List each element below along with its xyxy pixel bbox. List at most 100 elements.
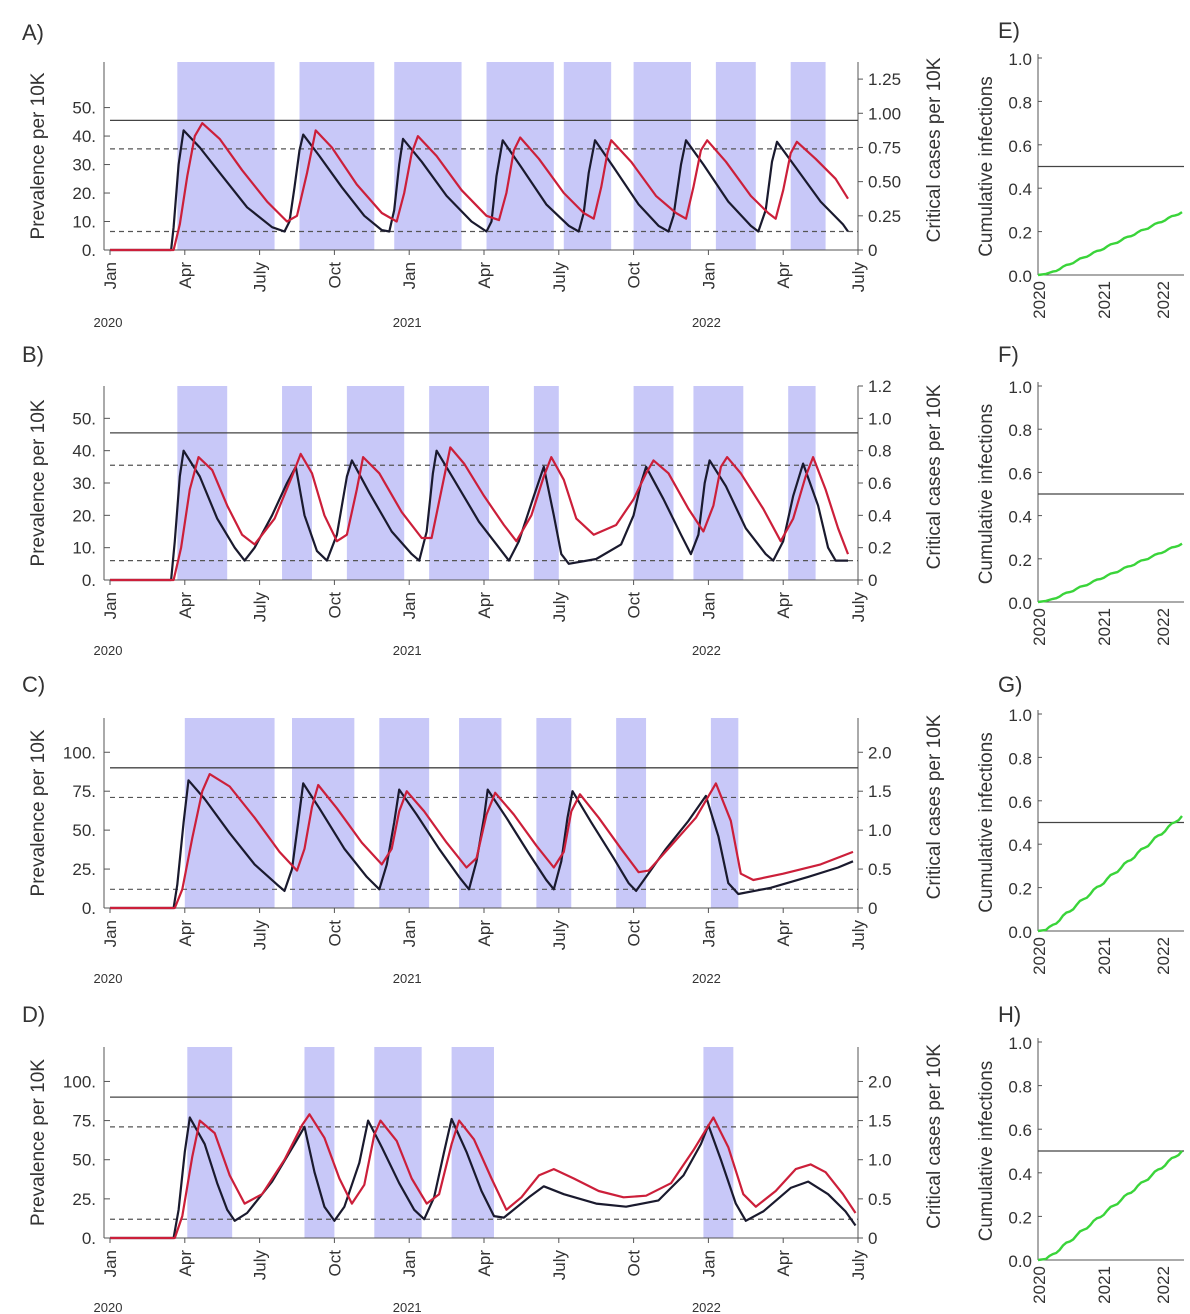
chart-panel-a: 0. 10. 20. 30. 40. 50. 0 0.25 0.50 0.75 1.00 1.25 Ja… (22, 20, 945, 330)
intervention-band (184, 718, 275, 908)
intervention-band (486, 62, 554, 250)
y2-tick-label: 1.5 (868, 782, 892, 801)
y-tick-label: 50. (72, 821, 96, 840)
y-axis-title: Prevalence per 10K (28, 1059, 49, 1226)
y2-tick-label: 1.2 (868, 377, 892, 396)
x-tick-label: Apr (774, 262, 793, 289)
x-tick-label: July (849, 592, 868, 623)
y2-tick-label: 1.0 (868, 821, 892, 840)
y2-tick-label: 1.00 (868, 104, 901, 123)
x-tick-label: July (251, 920, 270, 951)
side-y-axis-title: Cumulative infections (976, 76, 997, 257)
y-tick-label: 0. (82, 571, 96, 590)
intervention-band (346, 386, 405, 580)
y-tick-label: 10. (72, 539, 96, 558)
intervention-band (563, 62, 612, 250)
y2-tick-label: 0 (868, 899, 877, 918)
y2-tick-label: 0 (868, 571, 877, 590)
x-tick-label: Apr (475, 262, 494, 289)
side-x-tick-label: 2020 (1030, 1266, 1049, 1304)
intervention-band (616, 718, 647, 908)
panel-label: A) (22, 20, 44, 45)
x-tick-label: Jan (699, 1250, 718, 1277)
y-tick-label: 30. (72, 156, 96, 175)
series-line-red (110, 122, 849, 252)
intervention-band (394, 62, 462, 250)
y-tick-label: 75. (72, 782, 96, 801)
side-y-tick-label: 0.4 (1008, 180, 1032, 199)
x-tick-label: Jan (101, 262, 120, 289)
x-tick-label: Apr (475, 592, 494, 619)
side-y-tick-label: 0.6 (1008, 1121, 1032, 1140)
side-y-tick-label: 0.2 (1008, 224, 1032, 243)
side-x-tick-label: 2022 (1154, 1266, 1173, 1304)
intervention-band (451, 1047, 494, 1238)
side-y-tick-label: 1.0 (1008, 50, 1032, 69)
y2-tick-label: 0 (868, 1229, 877, 1248)
side-y-tick-label: 0.8 (1008, 1078, 1032, 1097)
side-x-tick-label: 2022 (1154, 937, 1173, 975)
x-tick-label: Apr (774, 1250, 793, 1277)
y-tick-label: 50. (72, 409, 96, 428)
side-y-axis-title: Cumulative infections (976, 404, 997, 585)
side-x-tick-label: 2021 (1095, 608, 1114, 646)
y2-tick-label: 0.4 (868, 506, 892, 525)
y-tick-label: 75. (72, 1112, 96, 1131)
cumulative-infections-line (1037, 211, 1183, 277)
year-label: 2020 (94, 1300, 123, 1314)
y2-tick-label: 1.0 (868, 1151, 892, 1170)
series-line-dark (110, 1116, 857, 1240)
panel-label: D) (22, 1002, 45, 1027)
year-label: 2021 (393, 643, 422, 658)
y-tick-label: 25. (72, 860, 96, 879)
y2-tick-label: 0.50 (868, 173, 901, 192)
side-x-tick-label: 2021 (1095, 937, 1114, 975)
side-y-tick-label: 0.6 (1008, 793, 1032, 812)
series-line-red (110, 1113, 857, 1240)
side-y-tick-label: 0.0 (1008, 923, 1032, 942)
series-line-dark (110, 779, 854, 910)
y-axis-title: Prevalence per 10K (28, 72, 49, 239)
intervention-band (633, 386, 674, 580)
side-panel-g: 0.0 0.2 0.4 0.6 0.8 1.0 2020 2021 2022 Cumulative… (976, 672, 1184, 975)
x-tick-label: Apr (774, 592, 793, 619)
y2-tick-label: 0.25 (868, 207, 901, 226)
y-tick-label: 40. (72, 127, 96, 146)
side-y-tick-label: 0.2 (1008, 1208, 1032, 1227)
y-tick-label: 40. (72, 442, 96, 461)
intervention-band (187, 1047, 233, 1238)
x-tick-label: Jan (400, 920, 419, 947)
y2-axis-title: Critical cases per 10K (924, 384, 945, 569)
x-tick-label: Jan (101, 920, 120, 947)
x-tick-label: Apr (475, 1250, 494, 1277)
y2-tick-label: 0.75 (868, 138, 901, 157)
side-x-tick-label: 2020 (1030, 937, 1049, 975)
y2-tick-label: 0.8 (868, 442, 892, 461)
side-x-tick-label: 2020 (1030, 608, 1049, 646)
side-y-tick-label: 0.8 (1008, 93, 1032, 112)
intervention-band (788, 386, 816, 580)
side-y-axis-title: Cumulative infections (976, 1061, 997, 1242)
x-tick-label: Oct (325, 592, 344, 619)
y-tick-label: 50. (72, 1151, 96, 1170)
side-y-tick-label: 0.4 (1008, 508, 1032, 527)
y-tick-label: 10. (72, 213, 96, 232)
x-tick-label: Apr (176, 920, 195, 947)
year-label: 2021 (393, 315, 422, 330)
x-tick-label: July (550, 592, 569, 623)
y2-tick-label: 0.5 (868, 860, 892, 879)
year-label: 2020 (94, 315, 123, 330)
side-y-tick-label: 0.0 (1008, 1252, 1032, 1271)
panel-label: B) (22, 342, 44, 367)
y2-tick-label: 2.0 (868, 1072, 892, 1091)
year-label: 2021 (393, 971, 422, 986)
x-tick-label: Oct (625, 920, 644, 947)
intervention-band (633, 62, 691, 250)
x-tick-label: Jan (699, 592, 718, 619)
side-y-tick-label: 0.4 (1008, 836, 1032, 855)
cumulative-infections-line (1037, 815, 1183, 933)
x-tick-label: Oct (325, 1250, 344, 1277)
intervention-band (304, 1047, 335, 1238)
x-tick-label: Jan (101, 1250, 120, 1277)
y-tick-label: 0. (82, 241, 96, 260)
